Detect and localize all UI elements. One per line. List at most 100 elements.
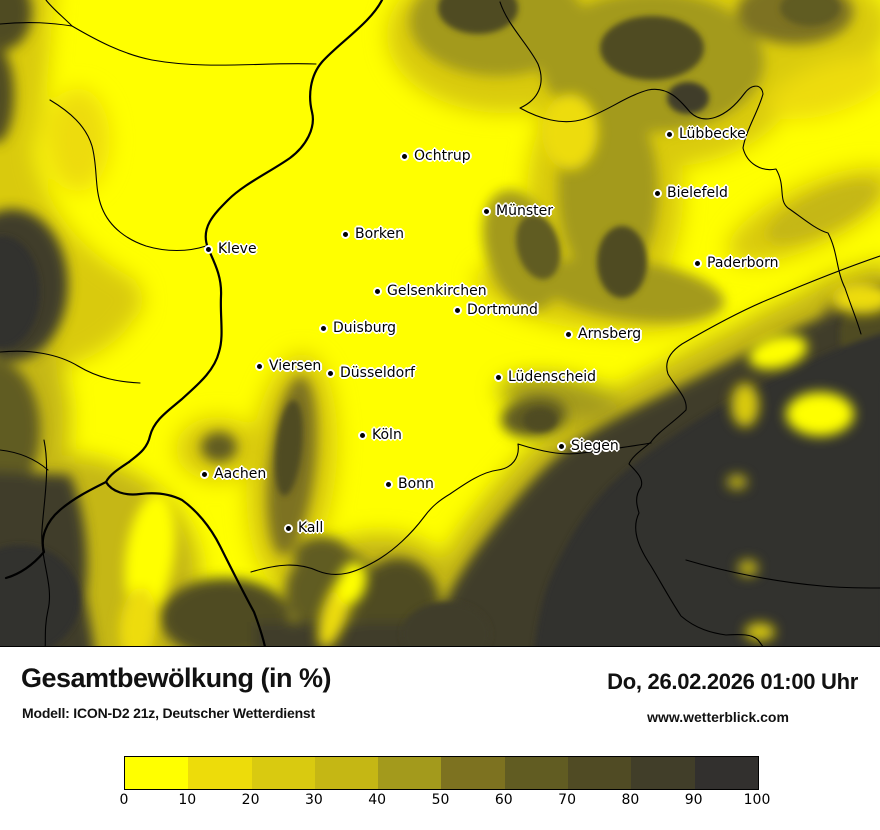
city-label: Bielefeld	[667, 185, 728, 201]
colorbar-segment	[441, 757, 505, 789]
cloud-cover-map: Ochtrup Lübbecke Münster Bielefeld Borken Kle…	[0, 0, 880, 647]
colorbar-segment	[504, 757, 569, 789]
colorbar-tick-label: 60	[494, 792, 513, 808]
city-label: Kall	[298, 520, 324, 536]
colorbar-tick-label: 70	[558, 792, 577, 808]
city-dot	[557, 441, 566, 451]
state-border-hessen-east	[685, 559, 880, 589]
colorbar-ticks: 0 10 20 30 40 50 60 70 80 90 100	[120, 792, 771, 812]
city-marker: Siegen	[557, 437, 619, 455]
state-border-hessen	[628, 255, 880, 646]
city-marker: Kall	[284, 519, 323, 537]
state-border-rheinland-pfalz	[250, 442, 652, 575]
state-border-niedersachsen	[499, 1, 862, 335]
country-border-belgium-west	[4, 480, 108, 580]
city-marker: Münster	[482, 202, 553, 220]
colorbar-segment	[188, 757, 252, 789]
city-marker: Lübbecke	[665, 125, 746, 143]
map-footer: Gesamtbewölkung (in %) Do, 26.02.2026 01…	[0, 647, 880, 830]
region-border-nl-mid	[49, 99, 207, 252]
city-marker: Kleve	[204, 240, 257, 258]
city-dot	[255, 361, 264, 371]
city-marker: Düsseldorf	[326, 364, 415, 382]
colorbar-tick-label: 10	[178, 792, 197, 808]
city-marker: Borken	[341, 225, 404, 243]
city-marker: Aachen	[200, 465, 266, 483]
city-dot	[693, 258, 702, 268]
colorbar-segment	[314, 757, 379, 789]
city-label: Duisburg	[333, 320, 396, 336]
city-label: Lübbecke	[679, 126, 746, 142]
city-dot	[653, 188, 662, 198]
city-marker: Bielefeld	[653, 184, 728, 202]
forecast-datetime: Do, 26.02.2026 01:00 Uhr	[607, 669, 858, 694]
region-border-belgium-2	[41, 439, 51, 646]
city-label: Dortmund	[467, 302, 538, 318]
region-border-belgium-1	[0, 350, 141, 384]
model-info: Modell: ICON-D2 21z, Deutscher Wetterdie…	[22, 705, 315, 721]
city-dot	[494, 372, 503, 382]
page-title: Gesamtbewölkung (in %)	[21, 663, 332, 693]
city-dot	[564, 329, 573, 339]
colorbar-tick-label: 30	[304, 792, 323, 808]
city-marker: Duisburg	[319, 319, 396, 337]
city-label: Arnsberg	[578, 326, 642, 342]
city-dot	[200, 469, 209, 479]
city-marker: Ochtrup	[400, 147, 471, 165]
colorbar-segment	[378, 757, 442, 789]
cloud-map-svg	[0, 0, 880, 646]
colorbar	[124, 756, 759, 790]
city-marker: Dortmund	[453, 301, 538, 319]
city-label: Lüdenscheid	[508, 369, 597, 385]
colorbar-tick-label: 0	[119, 792, 129, 808]
region-border-nl-branch	[45, 0, 73, 27]
colorbar-tick-label: 90	[684, 792, 703, 808]
city-label: Viersen	[269, 358, 322, 374]
city-dot	[665, 129, 674, 139]
city-dot	[204, 244, 213, 254]
city-label: Bonn	[398, 476, 434, 492]
city-dot	[284, 523, 293, 533]
country-border-netherlands	[127, 0, 384, 464]
city-label: Aachen	[214, 466, 267, 482]
region-border-belgium-3	[0, 449, 49, 471]
city-dot	[358, 430, 367, 440]
city-marker: Köln	[358, 426, 402, 444]
city-dot	[482, 206, 491, 216]
colorbar-segment	[125, 757, 189, 789]
city-dot	[326, 368, 335, 378]
city-dot	[384, 479, 393, 489]
city-marker: Gelsenkirchen	[373, 282, 487, 300]
colorbar-tick-label: 50	[431, 792, 450, 808]
border-layer	[0, 0, 880, 646]
city-label: Kleve	[218, 241, 257, 257]
city-label: Düsseldorf	[340, 365, 415, 381]
colorbar-segment	[694, 757, 758, 789]
city-marker: Arnsberg	[564, 325, 641, 343]
colorbar-tick-label: 40	[368, 792, 387, 808]
city-label: Paderborn	[707, 255, 779, 271]
city-dot	[341, 229, 350, 239]
region-border-nl-north	[0, 21, 317, 66]
city-marker: Lüdenscheid	[494, 368, 596, 386]
website-url: www.wetterblick.com	[647, 709, 789, 725]
city-dot	[400, 151, 409, 161]
colorbar-segment	[568, 757, 632, 789]
colorbar-tick-label: 100	[743, 792, 771, 808]
city-dot	[453, 305, 462, 315]
city-marker: Paderborn	[693, 254, 778, 272]
city-label: Köln	[372, 427, 402, 443]
city-dot	[319, 323, 328, 333]
city-label: Ochtrup	[414, 148, 471, 164]
colorbar-tick-label: 20	[241, 792, 260, 808]
cloud-hole-layer	[119, 94, 880, 646]
city-label: Siegen	[571, 438, 619, 454]
city-label: Borken	[355, 226, 405, 242]
city-dot	[373, 286, 382, 296]
city-marker: Viersen	[255, 357, 321, 375]
city-label: Gelsenkirchen	[387, 283, 487, 299]
colorbar-segment	[631, 757, 695, 789]
city-label: Münster	[496, 203, 553, 219]
colorbar-segment	[251, 757, 315, 789]
